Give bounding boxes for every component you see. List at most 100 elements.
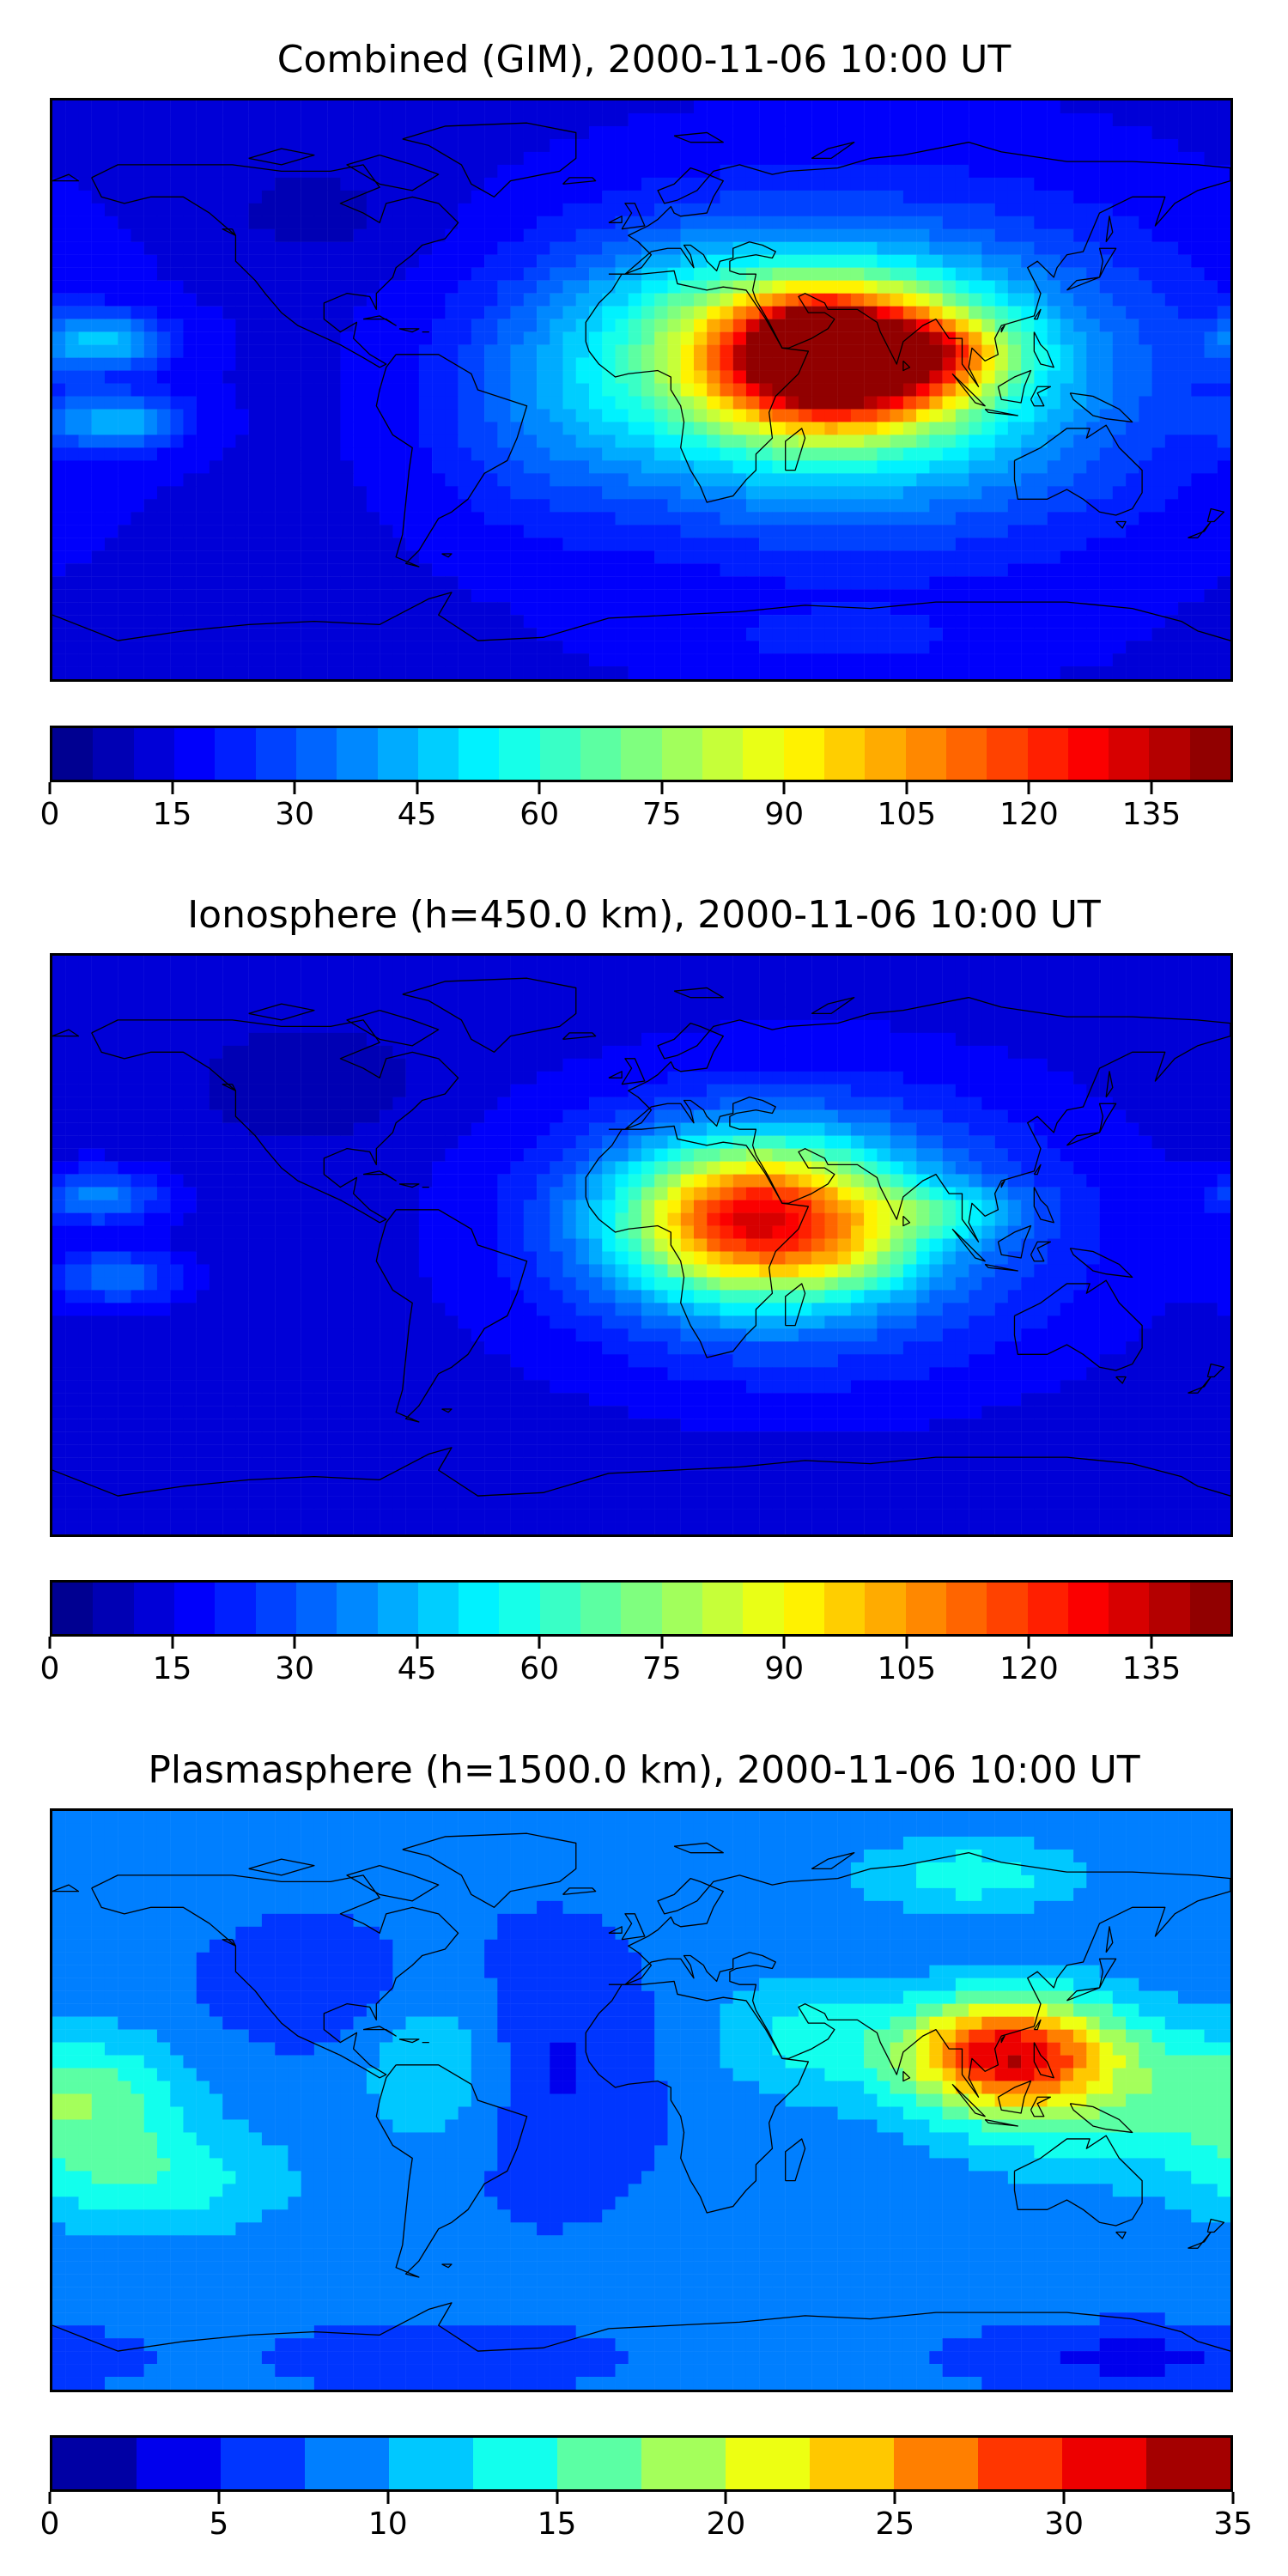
heatmap-cell xyxy=(327,151,341,166)
heatmap-cell xyxy=(52,1006,66,1021)
heatmap-cell xyxy=(1204,125,1218,140)
heatmap-cell xyxy=(732,499,747,513)
heatmap-cell xyxy=(1217,525,1230,538)
heatmap-cell xyxy=(156,331,171,345)
heatmap-cell xyxy=(615,306,629,319)
heatmap-cell xyxy=(52,100,66,114)
heatmap-cell xyxy=(170,563,184,577)
heatmap-cell xyxy=(798,486,812,500)
heatmap-cell xyxy=(170,525,184,538)
heatmap-cell xyxy=(1047,125,1061,140)
heatmap-cell xyxy=(1126,1032,1139,1047)
heatmap-cell xyxy=(143,563,158,577)
heatmap-cell xyxy=(183,486,197,500)
heatmap-cell xyxy=(994,1032,1009,1047)
heatmap-cell xyxy=(222,293,236,307)
heatmap-cell xyxy=(654,486,668,500)
heatmap-cell xyxy=(353,151,368,166)
heatmap-cell xyxy=(1204,228,1218,242)
heatmap-cell xyxy=(1086,981,1100,995)
heatmap-cell xyxy=(537,434,550,448)
heatmap-cell xyxy=(772,216,786,229)
heatmap-cell xyxy=(720,968,733,982)
heatmap-cell xyxy=(1021,241,1035,255)
heatmap-cell xyxy=(602,1058,616,1072)
heatmap-cell xyxy=(864,293,878,307)
heatmap-cell xyxy=(1099,280,1113,294)
heatmap-cell xyxy=(1099,434,1113,448)
heatmap-cell xyxy=(1034,151,1048,166)
heatmap-cell xyxy=(824,344,838,358)
heatmap-cell xyxy=(785,203,799,216)
heatmap-cell xyxy=(811,666,825,679)
heatmap-cell xyxy=(523,357,538,371)
heatmap-cell xyxy=(720,357,733,371)
heatmap-cell xyxy=(641,293,655,307)
heatmap-cell xyxy=(615,112,629,127)
heatmap-cell xyxy=(798,981,812,995)
heatmap-cell xyxy=(1191,473,1205,487)
heatmap-cell xyxy=(418,512,433,526)
heatmap-cell xyxy=(510,641,524,654)
heatmap-cell xyxy=(824,666,838,679)
heatmap-cell xyxy=(484,280,498,294)
colorbar-tick-label: 90 xyxy=(764,797,805,832)
heatmap-cell xyxy=(313,203,328,216)
heatmap-cell xyxy=(1126,525,1139,538)
heatmap-cell xyxy=(183,1045,197,1060)
heatmap-cell xyxy=(131,190,144,204)
heatmap-cell xyxy=(143,628,158,641)
heatmap-cell xyxy=(235,319,249,332)
heatmap-cell xyxy=(497,331,511,345)
heatmap-cell xyxy=(366,460,380,474)
coastline xyxy=(674,132,723,142)
heatmap-cell xyxy=(1073,512,1087,526)
heatmap-cell xyxy=(52,1045,66,1060)
heatmap-cell xyxy=(484,615,498,629)
heatmap-cell xyxy=(641,344,655,358)
heatmap-cell xyxy=(1204,666,1218,679)
heatmap-cell xyxy=(772,628,786,641)
heatmap-cell xyxy=(104,486,118,500)
heatmap-cell xyxy=(1086,254,1100,268)
heatmap-cell xyxy=(1047,357,1061,371)
heatmap-cell xyxy=(562,641,576,654)
heatmap-cell xyxy=(824,125,838,140)
heatmap-cell xyxy=(680,267,695,281)
heatmap-cell xyxy=(890,383,904,397)
heatmap-cell xyxy=(707,331,720,345)
heatmap-cell xyxy=(1126,254,1139,268)
heatmap-cell xyxy=(131,112,144,127)
heatmap-cell xyxy=(641,460,655,474)
heatmap-cell xyxy=(471,293,485,307)
heatmap-cell xyxy=(1007,486,1022,500)
heatmap-cell xyxy=(156,112,171,127)
heatmap-cell xyxy=(811,968,825,982)
heatmap-cell xyxy=(1099,190,1113,204)
heatmap-cell xyxy=(1204,151,1218,166)
heatmap-cell xyxy=(261,370,276,384)
heatmap-cell xyxy=(641,615,655,629)
heatmap-cell xyxy=(759,563,773,577)
heatmap-cell xyxy=(837,993,852,1008)
heatmap-cell xyxy=(720,1019,733,1034)
heatmap-cell xyxy=(1191,280,1205,294)
heatmap-cell xyxy=(484,550,498,564)
heatmap-cell xyxy=(589,216,603,229)
heatmap-cell xyxy=(994,666,1009,679)
heatmap-cell xyxy=(288,203,301,216)
heatmap-cell xyxy=(380,525,393,538)
heatmap-cell xyxy=(589,1071,603,1084)
heatmap-cell xyxy=(131,228,144,242)
heatmap-cell xyxy=(902,653,917,667)
heatmap-cell xyxy=(131,1058,144,1072)
heatmap-cell xyxy=(550,628,563,641)
heatmap-cell xyxy=(955,203,969,216)
heatmap-cell xyxy=(313,1006,328,1021)
heatmap-cell xyxy=(759,254,773,268)
heatmap-cell xyxy=(798,100,812,114)
panel-2-heatmap xyxy=(52,956,1230,1534)
heatmap-cell xyxy=(969,267,982,281)
heatmap-cell xyxy=(78,460,92,474)
heatmap-cell xyxy=(418,228,433,242)
